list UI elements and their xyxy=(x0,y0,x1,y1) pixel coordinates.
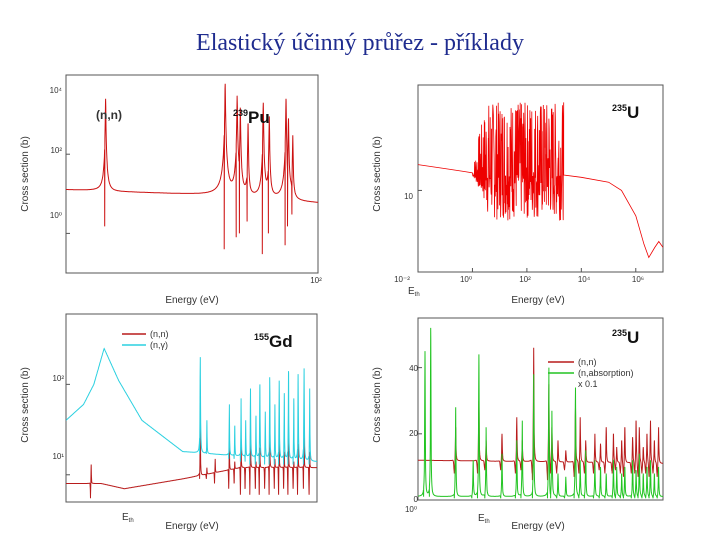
legend-label: (n,γ) xyxy=(150,340,168,350)
series-line-1 xyxy=(418,347,663,481)
chart-panel-gd155: 10² 10¹ Energy (eV) Cross section (b) 155Gd E… xyxy=(20,313,318,532)
legend-note: x 0.1 xyxy=(578,379,598,389)
legend-label: (n,absorption) xyxy=(578,368,634,378)
y-tick-label: 10² xyxy=(50,146,62,155)
x-tick-label: 10⁻² xyxy=(394,275,410,284)
series-line-2 xyxy=(66,347,317,465)
y-axis-label: Cross section (b) xyxy=(20,136,31,212)
y-tick-label: 10⁰ xyxy=(50,211,62,220)
reaction-label: (n,n) xyxy=(96,108,122,122)
threshold-label: Eth xyxy=(122,512,134,524)
threshold-label: Eth xyxy=(408,286,420,298)
series-line-2 xyxy=(418,327,663,499)
x-axis-label: Energy (eV) xyxy=(511,521,564,532)
y-tick-label: 0 xyxy=(414,495,419,504)
y-tick-label: 10² xyxy=(52,374,64,383)
plot-frame xyxy=(417,317,664,501)
y-axis-label: Cross section (b) xyxy=(20,367,31,443)
x-tick-label: 10⁴ xyxy=(578,275,591,284)
x-axis-label: Energy (eV) xyxy=(165,295,218,306)
x-axis-label: Energy (eV) xyxy=(511,295,564,306)
y-tick-label: 10¹ xyxy=(52,452,64,461)
slide-title: Elastický účinný průřez - příklady xyxy=(196,30,524,56)
x-tick-label: 10⁰ xyxy=(460,275,472,284)
x-tick-label: 10⁰ xyxy=(405,505,417,514)
isotope-label: 235U xyxy=(612,103,639,122)
series-line-1 xyxy=(66,420,317,499)
series-line-1 xyxy=(66,83,318,255)
chart-panel-u235-absorption: 0 20 40 10⁰ Energy (eV) Cross section (b) 235U… xyxy=(372,317,664,532)
y-axis-label: Cross section (b) xyxy=(372,367,383,443)
y-tick-label: 10 xyxy=(404,192,413,201)
isotope-label: 239Pu xyxy=(233,108,270,127)
x-axis-label: Energy (eV) xyxy=(165,521,218,532)
threshold-label: Eth xyxy=(478,513,490,525)
x-tick-label: 10² xyxy=(519,275,531,284)
x-tick-label: 10⁶ xyxy=(632,275,644,284)
y-tick-label: 40 xyxy=(409,364,418,373)
y-axis-label: Cross section (b) xyxy=(372,136,383,212)
plot-frame xyxy=(65,74,319,274)
chart-panel-u235-elastic: 10 10⁻² 10⁰ 10² 10⁴ 10⁶ Energy (eV) Cross secti… xyxy=(372,84,664,306)
chart-panel-pu239: 10⁴ 10² 10⁰ 10² Energy (eV) Cross section (b)… xyxy=(20,74,322,306)
isotope-label: 155Gd xyxy=(254,332,293,351)
plot-frame xyxy=(417,84,664,273)
y-tick-label: 10⁴ xyxy=(50,86,63,95)
legend-label: (n,n) xyxy=(578,357,597,367)
isotope-label: 235U xyxy=(612,328,639,347)
legend-label: (n,n) xyxy=(150,329,169,339)
plot-frame xyxy=(65,313,318,503)
series-line-1 xyxy=(418,102,663,259)
x-tick-label: 10² xyxy=(310,276,322,285)
y-tick-label: 20 xyxy=(409,429,418,438)
